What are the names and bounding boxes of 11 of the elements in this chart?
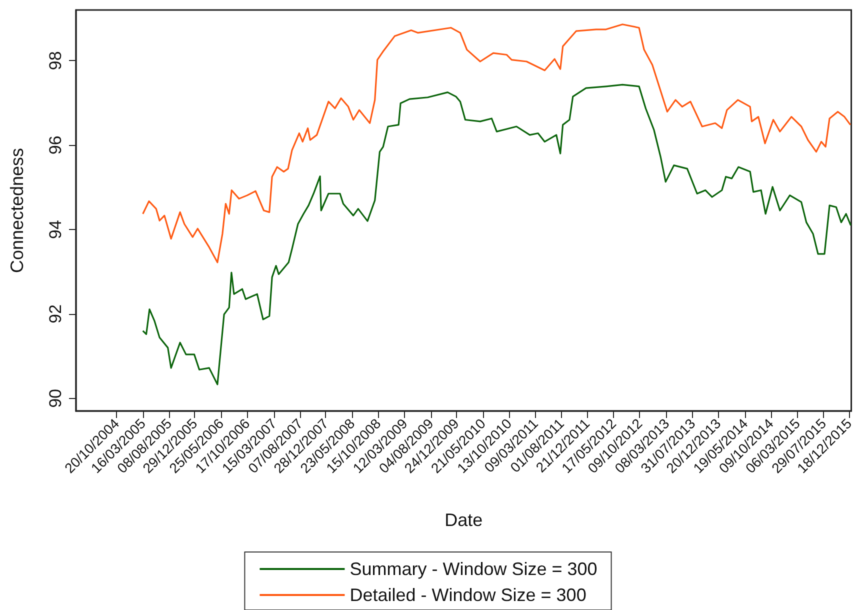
legend-label: Detailed - Window Size = 300 [350, 585, 586, 605]
y-axis-title: Connectedness [7, 148, 27, 274]
x-axis-title: Date [444, 510, 483, 530]
y-tick-label: 94 [46, 220, 65, 239]
line-series [142, 84, 852, 386]
y-tick-label: 90 [46, 388, 65, 408]
line-series [142, 24, 852, 264]
y-tick-label: 96 [46, 136, 65, 155]
legend-label: Summary - Window Size = 300 [350, 559, 598, 579]
y-tick-label: 98 [46, 51, 65, 70]
y-tick-label: 92 [46, 304, 65, 324]
